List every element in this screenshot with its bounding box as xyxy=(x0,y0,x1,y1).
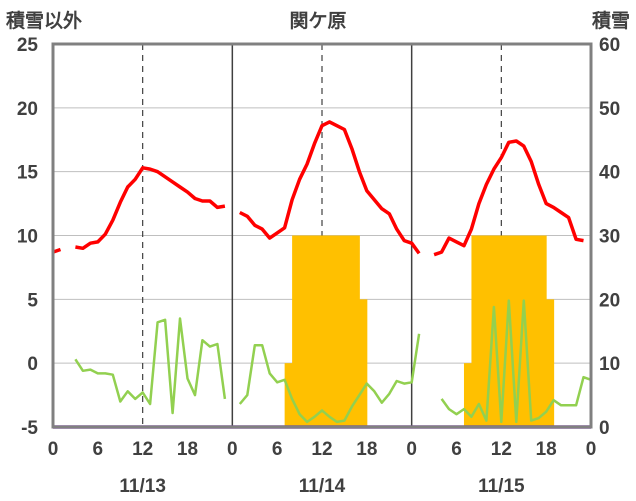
series-line-0 xyxy=(52,120,584,257)
snow-depth-bar xyxy=(493,235,502,427)
right-axis-title: 積雪 xyxy=(592,9,630,32)
snow-depth-bar xyxy=(538,235,547,427)
y-left-tick-label: -5 xyxy=(21,418,38,439)
snow-depth-bar xyxy=(359,299,368,427)
y-left-tick-label: 5 xyxy=(27,290,38,311)
day-label: 11/15 xyxy=(478,476,525,497)
snow-depth-bar xyxy=(478,235,487,427)
snow-depth-bar xyxy=(508,235,517,427)
left-axis-title: 積雪以外 xyxy=(6,9,82,32)
x-tick-label: 12 xyxy=(491,439,512,460)
y-right-tick-label: 60 xyxy=(599,35,620,56)
plot-frame xyxy=(51,42,593,429)
y-left-tick-label: 10 xyxy=(17,227,38,248)
snow-depth-bar xyxy=(516,235,525,427)
y-right-tick-label: 0 xyxy=(599,418,610,439)
x-tick-label: 12 xyxy=(132,439,153,460)
x-tick-label: 6 xyxy=(272,439,283,460)
x-tick-label: 6 xyxy=(451,439,462,460)
snow-depth-bar xyxy=(546,299,555,427)
y-left-tick-label: 0 xyxy=(27,354,38,375)
x-tick-label: 18 xyxy=(536,439,557,460)
y-right-tick-label: 30 xyxy=(599,227,620,248)
snow-depth-bar xyxy=(523,235,532,427)
x-tick-label: 0 xyxy=(227,439,238,460)
snow-depth-bar xyxy=(322,235,330,427)
x-tick-label: 6 xyxy=(93,439,104,460)
snow-depth-bar xyxy=(336,235,345,427)
y-right-tick-label: 10 xyxy=(599,354,620,375)
y-left-tick-label: 25 xyxy=(17,35,39,56)
snow-depth-bars xyxy=(284,235,555,427)
snow-depth-bar xyxy=(531,235,540,427)
x-tick-label: 0 xyxy=(48,439,59,460)
y-left-tick-label: 15 xyxy=(17,163,39,184)
x-tick-label: 12 xyxy=(311,439,332,460)
day-label: 11/13 xyxy=(119,476,166,497)
y-left-tick-label: 20 xyxy=(17,99,38,120)
snow-depth-bar xyxy=(307,235,316,427)
x-tick-label: 18 xyxy=(356,439,377,460)
snow-depth-bar xyxy=(344,235,353,427)
series-line-1 xyxy=(74,299,592,424)
day-label: 11/14 xyxy=(299,476,346,497)
snow-depth-bar xyxy=(351,235,360,427)
snow-depth-bar xyxy=(329,235,338,427)
snow-depth-bar xyxy=(486,235,495,427)
snow-depth-bar xyxy=(463,363,472,427)
snow-depth-bar xyxy=(501,235,510,427)
x-tick-label: 0 xyxy=(586,439,597,460)
y-right-tick-label: 20 xyxy=(599,290,620,311)
x-tick-label: 0 xyxy=(406,439,417,460)
snow-depth-bar xyxy=(471,235,480,427)
y-right-tick-label: 40 xyxy=(599,163,620,184)
chart-title: 関ケ原 xyxy=(289,10,346,32)
snow-depth-bar xyxy=(292,235,301,427)
snow-depth-bar xyxy=(284,363,293,427)
x-tick-label: 18 xyxy=(177,439,198,460)
snow-depth-bar xyxy=(299,235,308,427)
y-right-tick-label: 50 xyxy=(599,99,620,120)
snow-depth-bar xyxy=(314,235,323,427)
